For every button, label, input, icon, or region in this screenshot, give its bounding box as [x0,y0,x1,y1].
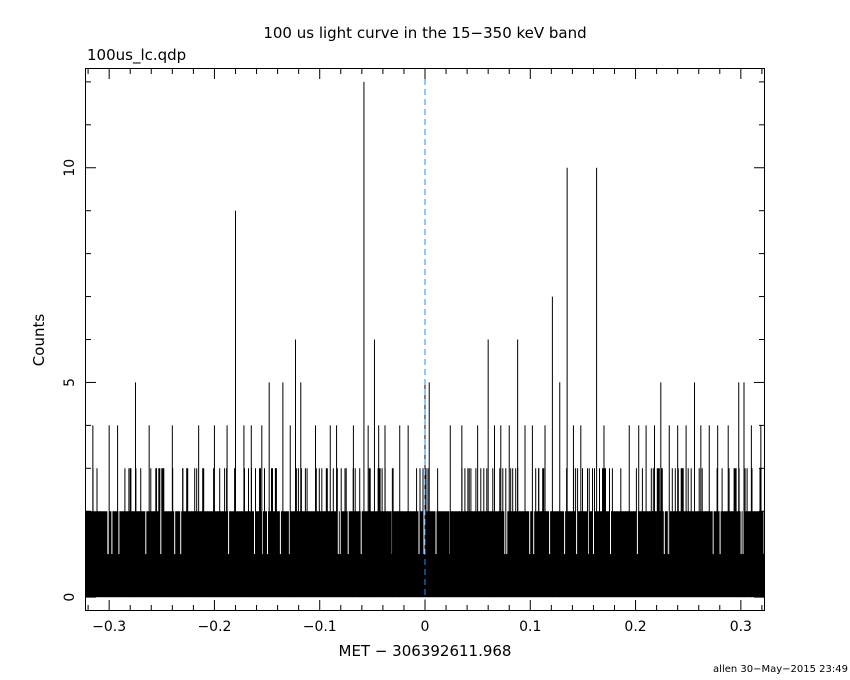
footer-credit: allen 30−May−2015 23:49 [713,664,848,675]
x-tick-label: −0.1 [303,619,337,635]
x-tick-label: 0 [421,619,430,635]
x-axis-label: MET − 306392611.968 [339,642,512,660]
x-tick-label: 0.2 [624,619,646,635]
x-tick-label: −0.2 [197,619,231,635]
x-tick-label: 0.3 [730,619,752,635]
y-axis-ticks: 0 5 10 [62,81,764,602]
y-tick-label: 10 [62,159,78,177]
x-tick-label: 0.1 [519,619,541,635]
y-tick-label: 5 [62,378,78,387]
plot-frame [85,68,765,611]
chart-subtitle: 100us_lc.qdp [87,46,186,65]
y-tick-label: 0 [62,593,78,602]
x-tick-label: −0.3 [92,619,126,635]
chart-title: 100 us light curve in the 15−350 keV ban… [263,24,586,42]
light-curve-spikes [92,81,762,598]
y-axis-label: Counts [30,314,48,367]
x-axis-ticks: −0.3 −0.2 −0.1 0 0.1 0.2 0.3 [87,69,763,635]
